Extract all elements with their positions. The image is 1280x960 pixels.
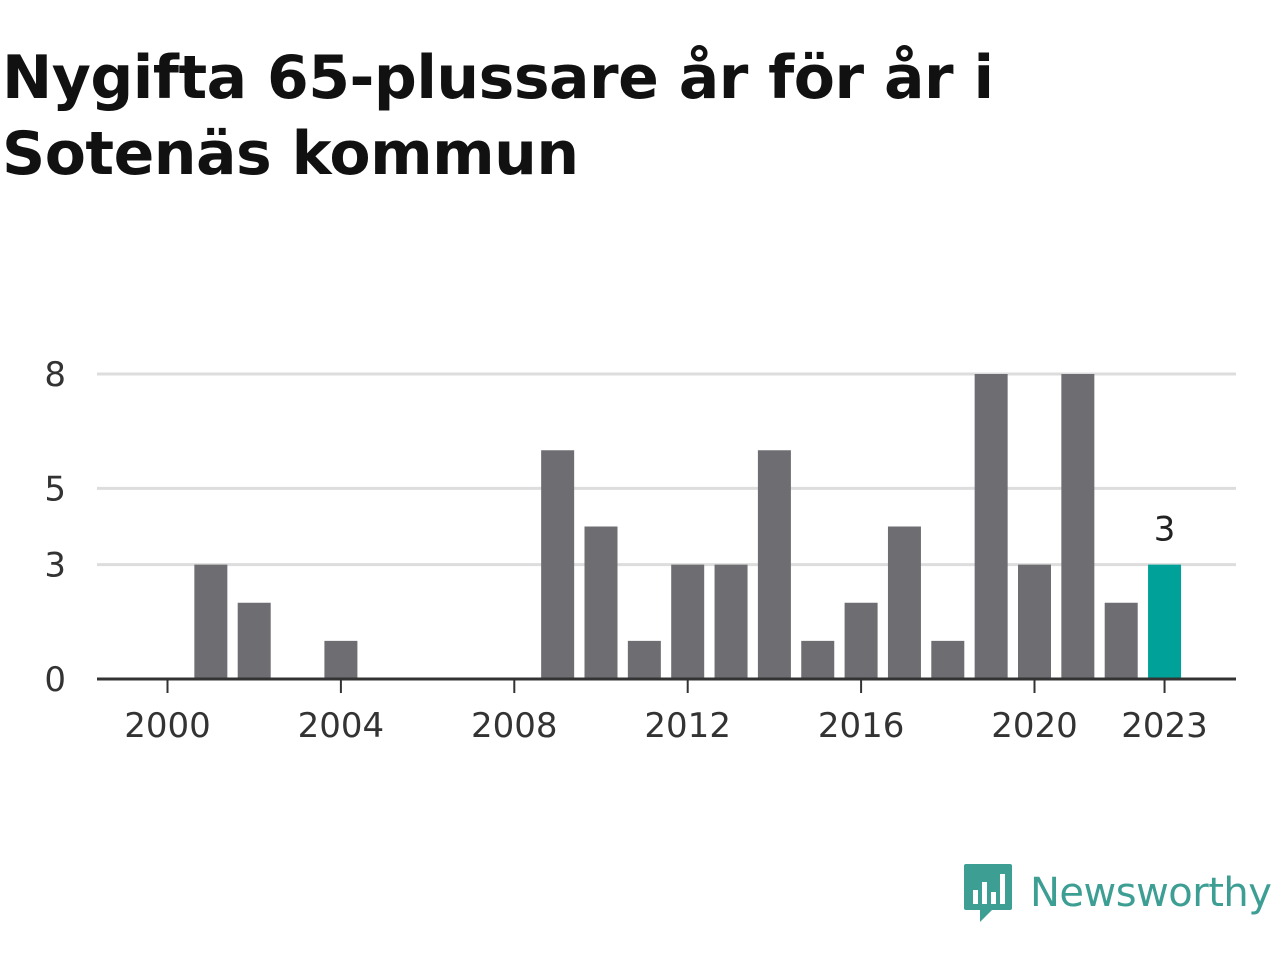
bar-2009: [541, 450, 575, 679]
bar-2021: [1061, 374, 1095, 679]
bar-2012: [671, 564, 705, 679]
bar-2018: [931, 640, 965, 679]
bars: [194, 374, 1182, 679]
bar-2023: [1148, 564, 1182, 679]
bar-2016: [844, 602, 878, 679]
bar-2002: [237, 602, 271, 679]
y-tick-label-8: 8: [44, 355, 66, 395]
chart-title: Nygifta 65-plussare år för år i Sotenäs …: [2, 43, 994, 189]
y-tick-label-0: 0: [44, 660, 66, 700]
bar-2004: [324, 640, 358, 679]
x-tick-label-2000: 2000: [124, 706, 211, 746]
bar-2013: [714, 564, 748, 679]
bar-2014: [757, 450, 791, 679]
bar-2010: [584, 526, 618, 679]
y-tick-label-3: 3: [44, 546, 66, 586]
axes: [97, 677, 1236, 693]
labels: 0 3 5 8 3 2000 2004 2008 2012 2016 2020 2023: [44, 355, 1207, 746]
x-tick-label-2020: 2020: [991, 706, 1078, 746]
x-tick-label-2023: 2023: [1121, 706, 1208, 746]
bar-2017: [887, 526, 921, 679]
data-label-2023: 3: [1154, 510, 1176, 550]
bar-2020: [1018, 564, 1051, 679]
bar-2011: [627, 640, 661, 679]
bar-chart: 0 3 5 8 3 2000 2004 2008 2012 2016 2020 2023: [44, 355, 1236, 746]
x-tick-label-2004: 2004: [298, 706, 385, 746]
bar-2015: [801, 640, 835, 679]
bar-2019: [974, 374, 1008, 679]
bar-2001: [194, 564, 228, 679]
x-tick-label-2008: 2008: [471, 706, 558, 746]
newsworthy-logo-icon: [964, 864, 1012, 922]
newsworthy-logo: Newsworthy: [962, 862, 1272, 924]
x-tick-label-2016: 2016: [818, 706, 905, 746]
brand-name: Newsworthy: [1030, 870, 1272, 916]
x-tick-label-2012: 2012: [644, 706, 731, 746]
y-tick-label-5: 5: [44, 469, 66, 509]
bar-2022: [1104, 602, 1138, 679]
